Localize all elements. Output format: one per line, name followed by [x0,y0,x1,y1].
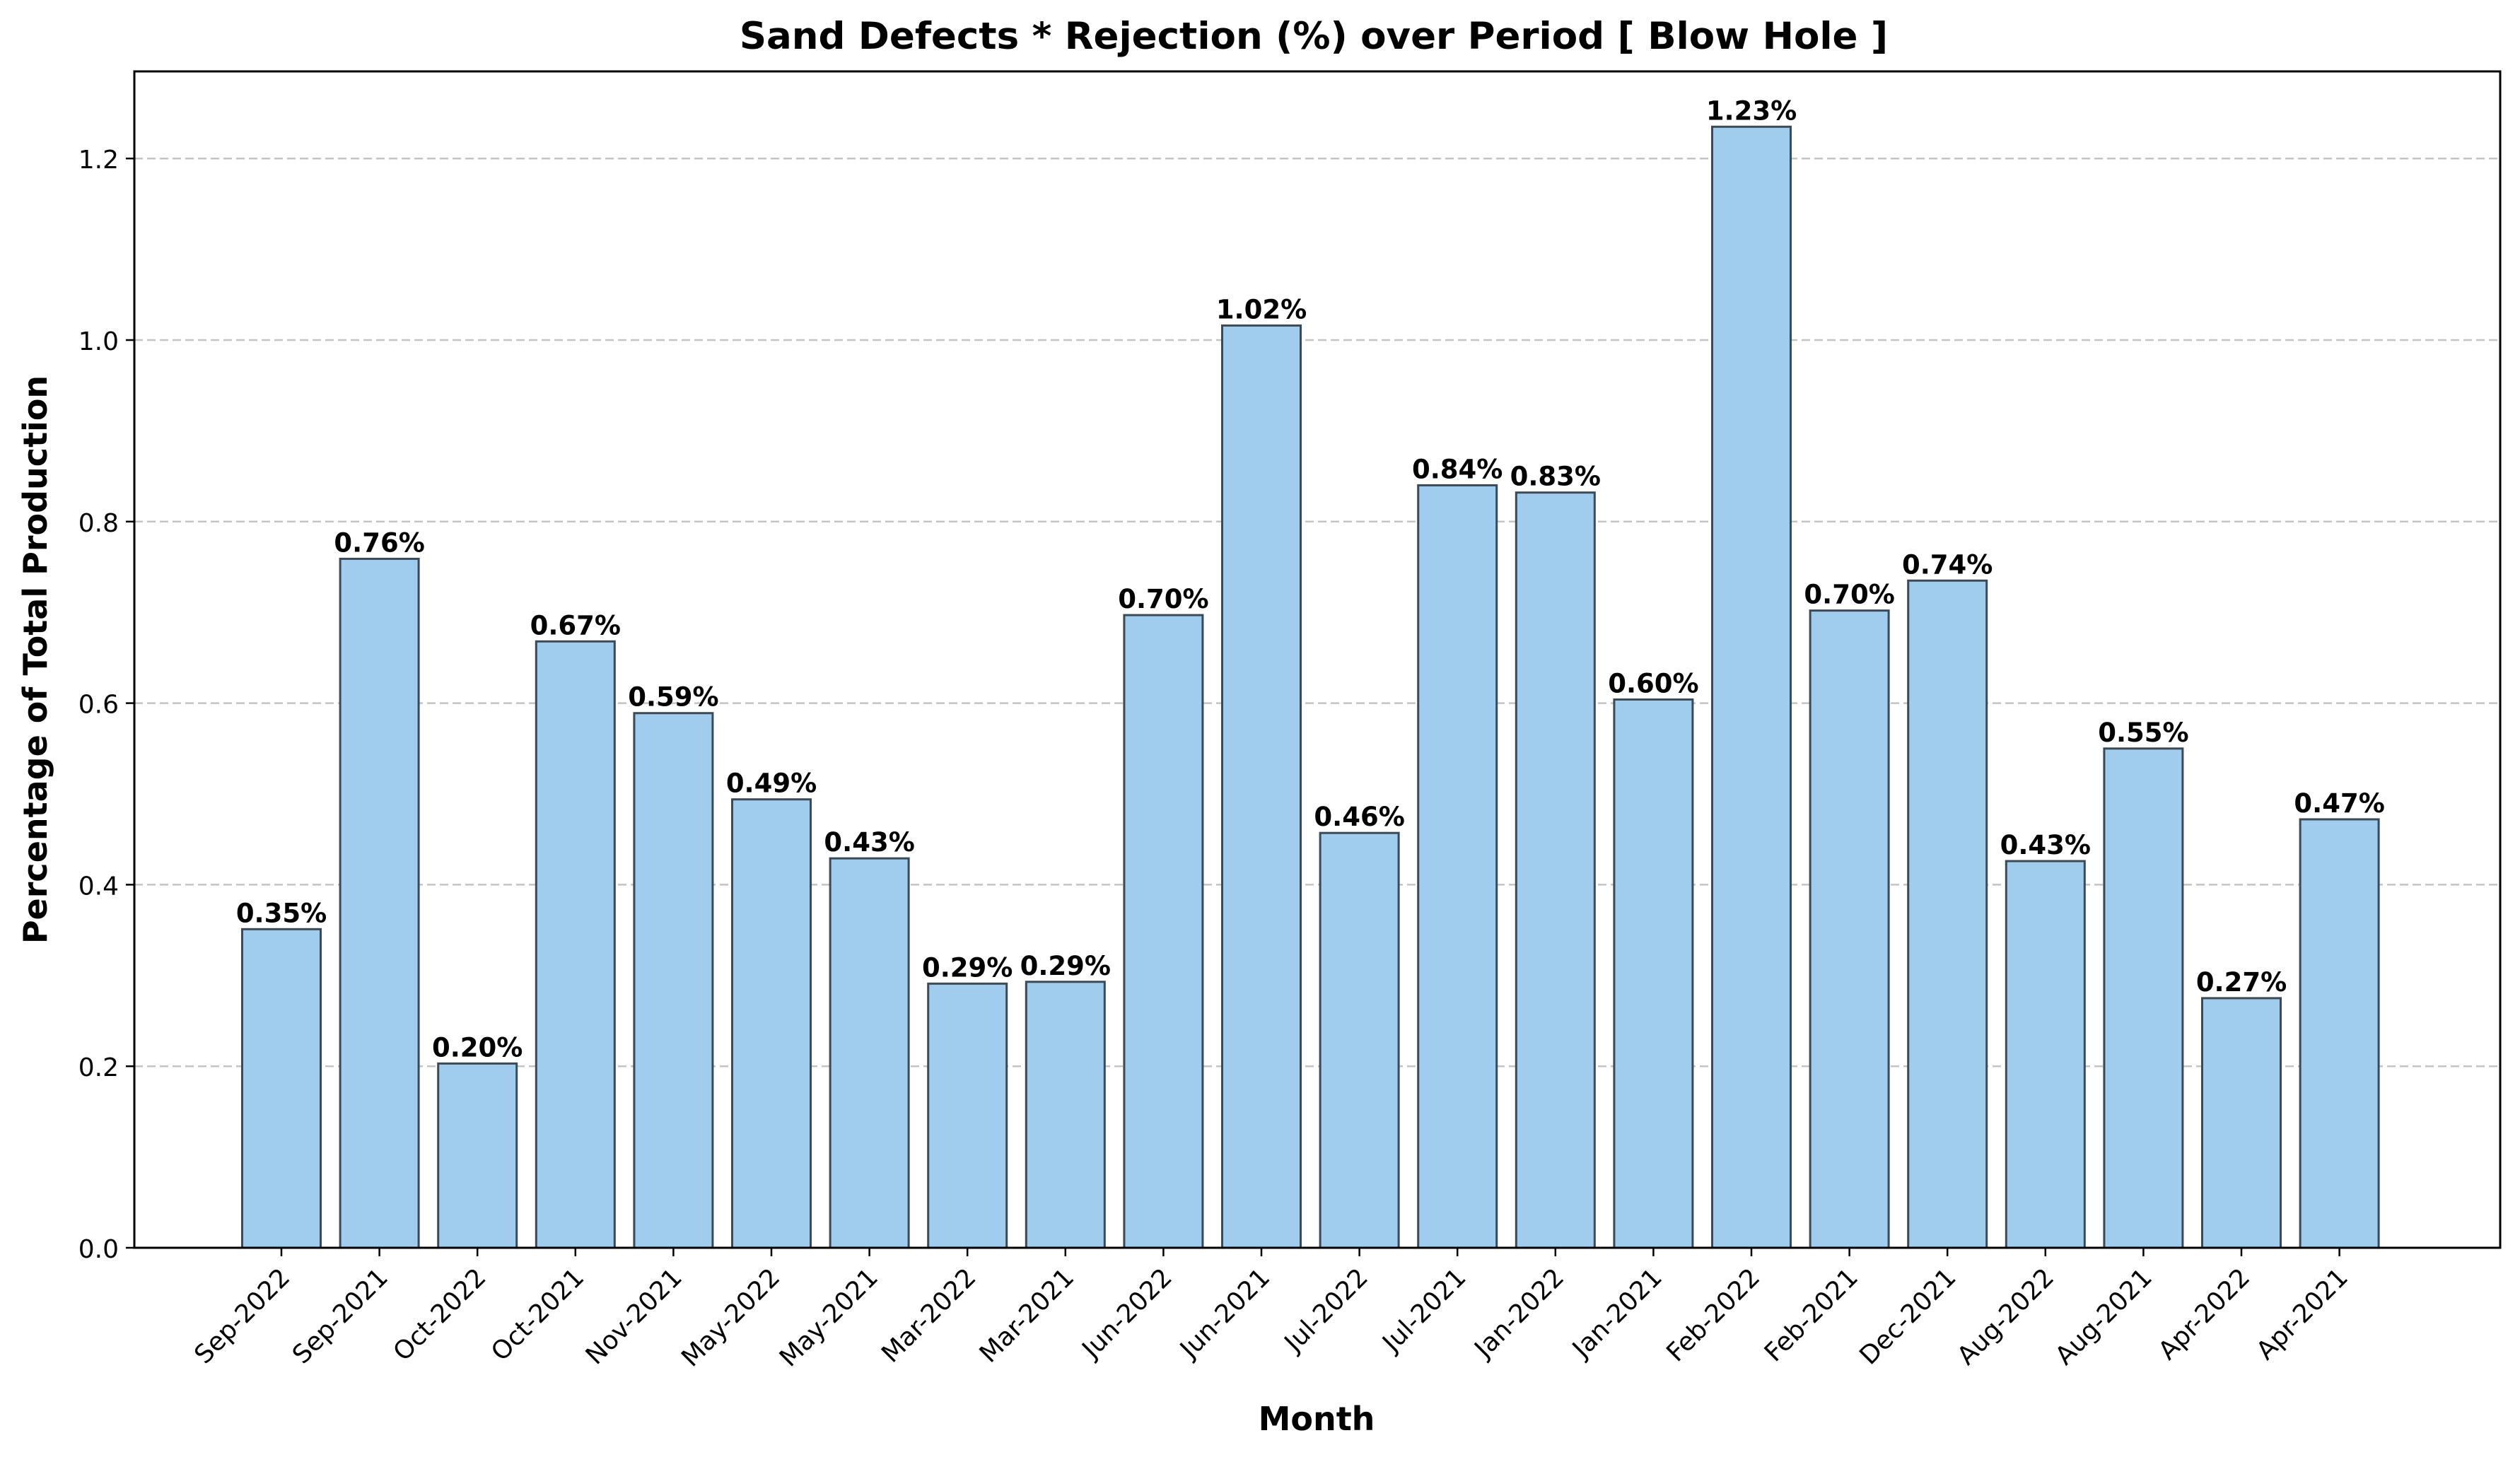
bar [437,1062,518,1249]
bar [731,798,812,1249]
bar [535,640,616,1249]
bar [1319,831,1400,1249]
bar-value-label: 0.29% [922,952,1013,983]
bar-value-label: 0.35% [236,898,327,928]
bar [1123,614,1204,1249]
bar-value-label: 0.76% [334,527,424,558]
y-tick-label: 0.6 [78,691,119,720]
bar-value-label: 0.60% [1608,668,1698,698]
bar-value-label: 0.67% [530,610,621,641]
y-tick-label: 0.8 [78,509,119,538]
x-axis-title: Month [1259,1400,1375,1438]
bar-value-label: 0.47% [2294,788,2384,819]
bar [1221,324,1302,1249]
bar [927,982,1008,1249]
bar-value-label: 0.70% [1804,580,1894,610]
bar [1515,491,1596,1249]
bar-value-label: 0.46% [1314,802,1404,832]
bar [1025,981,1106,1249]
y-axis: 0.0 0.2 0.4 0.6 0.8 1.0 1.2 [78,146,134,1264]
y-tick-label: 0.4 [78,872,119,901]
bar [2005,860,2086,1249]
bar [1613,698,1694,1249]
bar [339,557,420,1249]
y-tick-label: 1.0 [78,327,119,356]
bar [633,712,714,1249]
y-tick-label: 0.2 [78,1053,119,1082]
bar [241,928,322,1249]
bar-value-label: 1.23% [1706,95,1797,126]
bar-value-label: 0.83% [1510,462,1601,492]
bar-value-label: 0.55% [2098,718,2188,748]
bar [2103,747,2184,1249]
data-labels: 0.35%0.76%0.20%0.67%0.59%0.49%0.43%0.29%… [236,95,2385,1063]
bar-value-label: 1.02% [1216,294,1307,324]
bar-value-label: 0.59% [628,682,718,713]
y-tick-label: 1.2 [78,146,119,175]
bar [1417,484,1498,1249]
bar [829,857,910,1249]
bar-value-label: 0.84% [1412,454,1503,484]
bar-value-label: 0.70% [1118,584,1208,614]
chart-title: Sand Defects * Rejection (%) over Period… [740,15,1888,58]
bar [2201,997,2282,1249]
plot-frame [133,70,2502,1249]
y-tick-label: 0.0 [78,1235,119,1264]
bar [2299,818,2380,1249]
bar-value-label: 0.43% [824,827,914,858]
bar [1711,125,1792,1249]
bar-value-label: 0.20% [432,1032,523,1063]
bar-value-label: 0.27% [2196,967,2287,998]
bars [241,125,2380,1249]
bar [1907,579,1988,1249]
bar [1809,609,1890,1249]
bar-value-label: 0.29% [1020,951,1111,981]
bar-value-label: 0.49% [726,768,817,799]
y-axis-title: Percentage of Total Production [16,375,54,944]
bar-value-label: 0.43% [2000,830,2091,860]
bar-value-label: 0.74% [1902,549,1993,580]
